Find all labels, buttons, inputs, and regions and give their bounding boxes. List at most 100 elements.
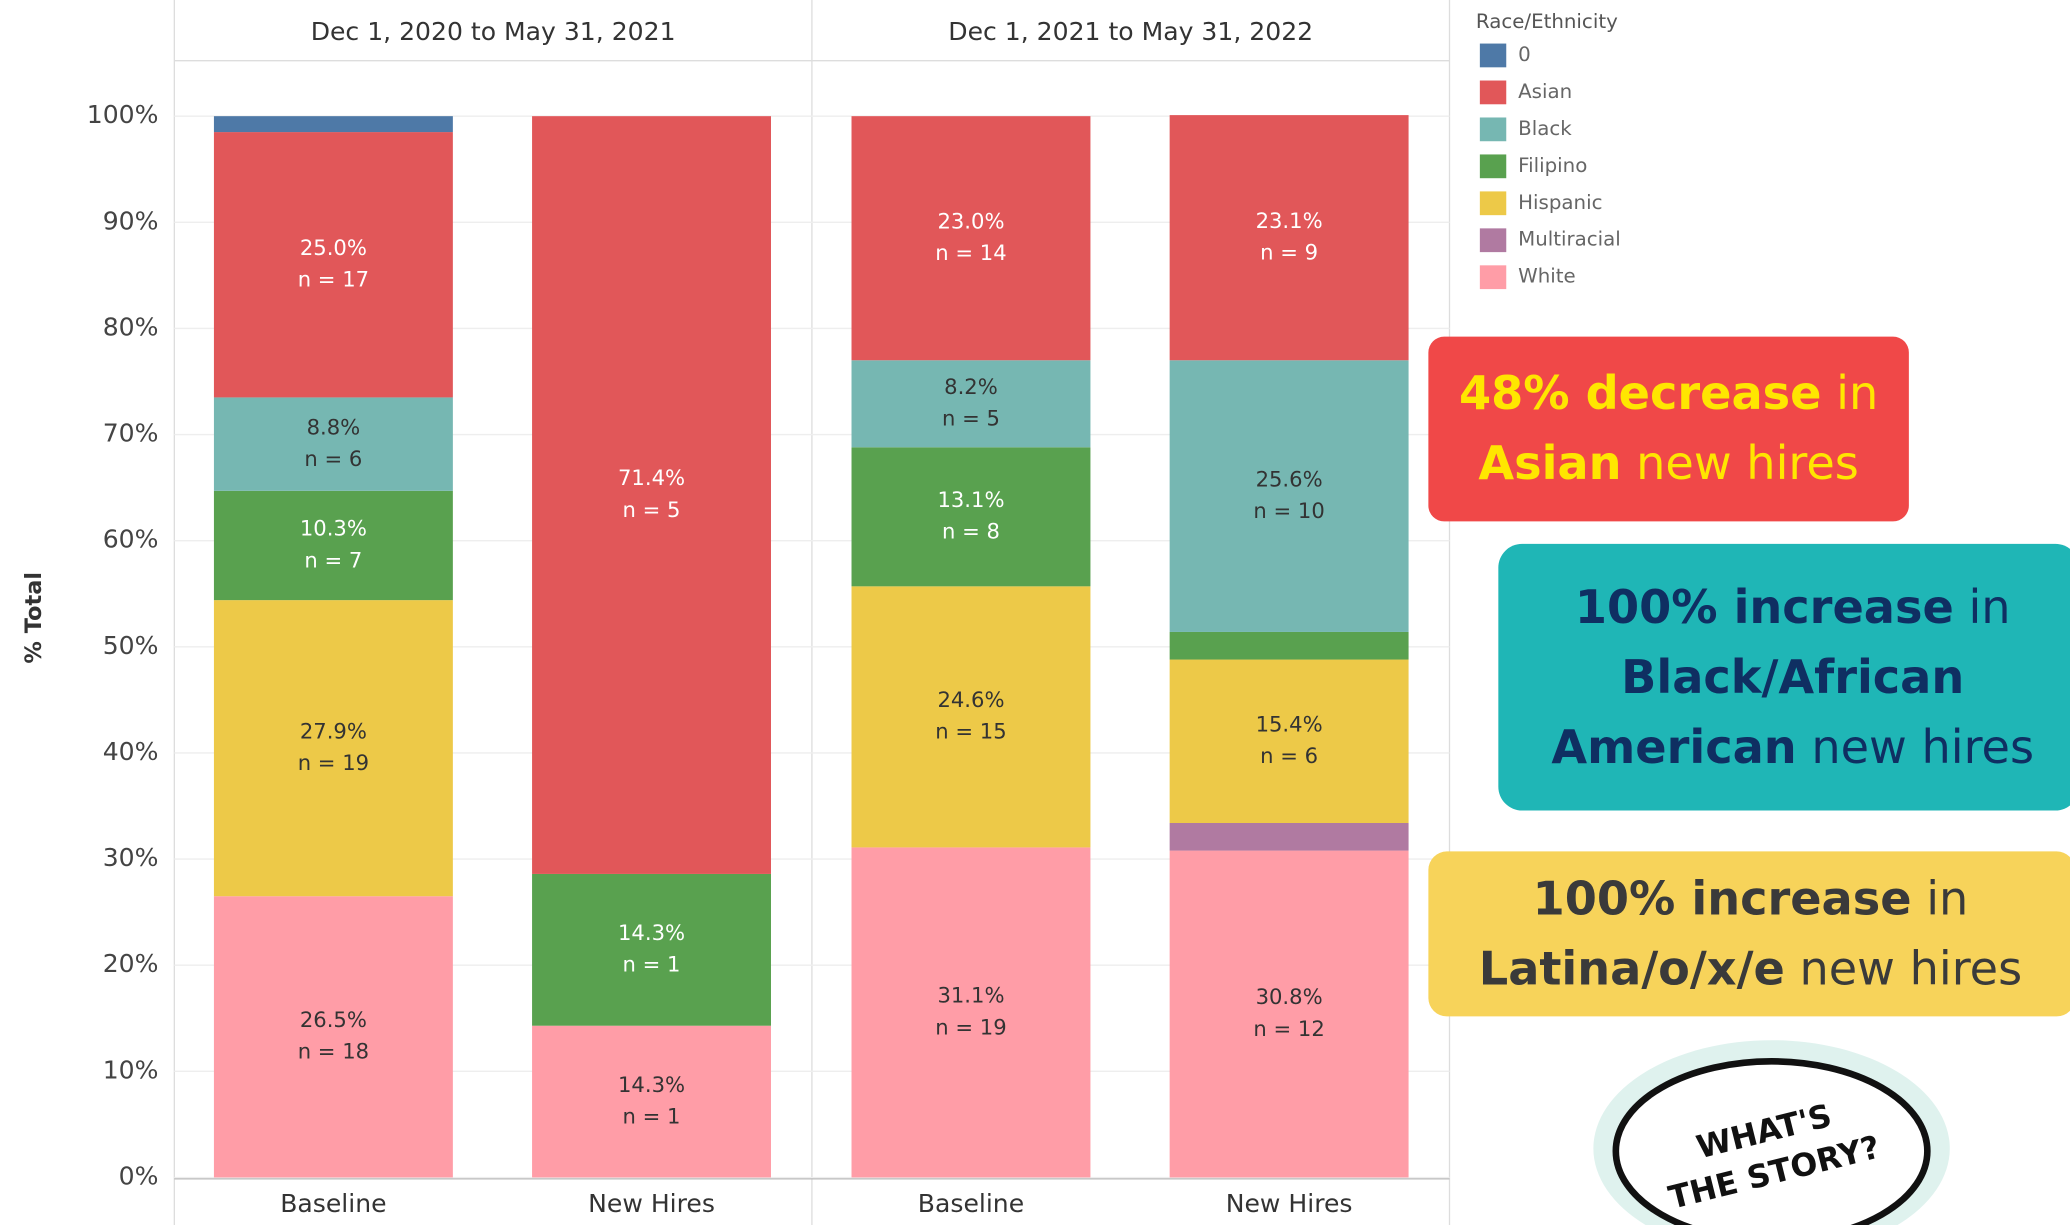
bar-segment xyxy=(851,360,1091,448)
annotation: Asian new hires xyxy=(1478,435,1859,489)
count-label: n = 14 xyxy=(935,240,1006,265)
callout-box xyxy=(1498,543,2070,811)
bar-segment xyxy=(851,586,1091,848)
y-tick-label: 70% xyxy=(103,419,159,448)
annotation-text: in xyxy=(1912,871,1969,925)
annotation-text: in xyxy=(1821,366,1878,420)
count-label: n = 8 xyxy=(942,519,1000,544)
x-tick-label: Baseline xyxy=(280,1189,386,1218)
y-tick-label: 30% xyxy=(103,843,159,872)
legend-label: Black xyxy=(1518,117,1572,140)
legend-label: Asian xyxy=(1518,80,1572,103)
value-label: 27.9% xyxy=(300,718,367,743)
bar-segment xyxy=(1169,850,1409,1178)
value-label: 71.4% xyxy=(618,465,685,490)
y-tick-label: 80% xyxy=(103,312,159,341)
count-label: n = 12 xyxy=(1253,1016,1324,1041)
annotation-text: in xyxy=(1954,579,2011,633)
legend-label: 0 xyxy=(1518,43,1531,66)
legend-swatch xyxy=(1479,43,1507,68)
annotation-text: new hires xyxy=(1621,435,1858,489)
legend-swatch xyxy=(1479,117,1507,142)
value-label: 30.8% xyxy=(1256,984,1323,1009)
legend-label: White xyxy=(1518,265,1576,288)
bar-segment xyxy=(1169,360,1409,632)
bar-segment xyxy=(851,847,1091,1178)
annotation: 100% increase in xyxy=(1575,579,2011,633)
x-tick-label: New Hires xyxy=(588,1189,715,1218)
annotation: American new hires xyxy=(1551,719,2034,773)
legend-swatch xyxy=(1479,80,1507,105)
y-tick-label: 0% xyxy=(119,1161,159,1190)
legend-swatch xyxy=(1479,228,1507,253)
legend-swatch xyxy=(1479,154,1507,179)
annotation-text: new hires xyxy=(1785,941,2022,995)
callout-box xyxy=(1428,851,2070,1017)
y-tick-label: 90% xyxy=(103,206,159,235)
legend-label: Hispanic xyxy=(1518,191,1602,214)
annotation: Latina/o/x/e new hires xyxy=(1479,941,2022,995)
count-label: n = 5 xyxy=(623,497,681,522)
bar-segment xyxy=(213,896,453,1178)
count-label: n = 18 xyxy=(298,1039,369,1064)
value-label: 25.0% xyxy=(300,235,367,260)
bar-segment xyxy=(213,600,453,897)
bar-segment xyxy=(213,397,453,491)
bar-segment xyxy=(532,1025,771,1178)
y-tick-label: 10% xyxy=(103,1055,159,1084)
annotation-bold: Asian xyxy=(1478,435,1621,489)
y-tick-label: 100% xyxy=(87,100,159,129)
annotation-text: new hires xyxy=(1797,719,2034,773)
count-label: n = 19 xyxy=(935,1014,1006,1039)
panel-title: Dec 1, 2021 to May 31, 2022 xyxy=(948,17,1313,46)
count-label: n = 7 xyxy=(304,547,362,572)
count-label: n = 1 xyxy=(623,952,681,977)
value-label: 15.4% xyxy=(1256,711,1323,736)
count-label: n = 5 xyxy=(942,406,1000,431)
annotation-bold: 100% increase xyxy=(1533,871,1912,925)
value-label: 23.1% xyxy=(1256,208,1323,233)
count-label: n = 15 xyxy=(935,719,1006,744)
count-label: n = 1 xyxy=(623,1103,681,1128)
annotation: 100% increase in xyxy=(1533,871,1969,925)
bars: 26.5% n = 18 27.9% n = 19 10.3% n = 7 8.8% n = … xyxy=(213,115,1409,1178)
value-label: 26.5% xyxy=(300,1007,367,1032)
count-label: n = 9 xyxy=(1260,240,1318,265)
count-label: n = 19 xyxy=(298,750,369,775)
bar-segment xyxy=(532,873,771,1026)
y-tick-label: 20% xyxy=(103,949,159,978)
count-label: n = 6 xyxy=(1260,743,1318,768)
bar-segment xyxy=(213,490,453,601)
value-label: 13.1% xyxy=(937,487,1004,512)
value-label: 23.0% xyxy=(937,208,1004,233)
value-label: 10.3% xyxy=(300,516,367,541)
legend-label: Multiracial xyxy=(1518,228,1621,251)
y-axis-label: % Total xyxy=(21,572,47,664)
story-bubble xyxy=(1612,1058,1931,1225)
count-label: n = 10 xyxy=(1253,498,1324,523)
value-label: 14.3% xyxy=(618,920,685,945)
legend-swatch xyxy=(1479,265,1507,290)
count-label: n = 17 xyxy=(298,267,369,292)
callout-box xyxy=(1428,336,1909,522)
annotation: 48% decrease in xyxy=(1459,366,1878,420)
panel-title: Dec 1, 2020 to May 31, 2021 xyxy=(311,17,676,46)
bar-segment xyxy=(1169,631,1409,660)
bar-segment xyxy=(532,116,771,874)
legend-label: Filipino xyxy=(1518,154,1587,177)
bar-segment xyxy=(213,132,453,398)
legend-swatch xyxy=(1479,191,1507,216)
annotation-bold: Latina/o/x/e xyxy=(1479,941,1785,995)
x-tick-label: Baseline xyxy=(918,1189,1024,1218)
bar-segment xyxy=(1169,659,1409,823)
annotation-bold: 100% increase xyxy=(1575,579,1954,633)
bar-segment xyxy=(213,116,453,133)
value-label: 14.3% xyxy=(618,1072,685,1097)
y-tick-label: 50% xyxy=(103,631,159,660)
bar-segment xyxy=(1169,822,1409,851)
legend-title: Race/Ethnicity xyxy=(1476,10,1618,33)
count-label: n = 6 xyxy=(304,446,362,471)
annotation-bold: American xyxy=(1551,719,1796,773)
value-label: 31.1% xyxy=(937,983,1004,1008)
